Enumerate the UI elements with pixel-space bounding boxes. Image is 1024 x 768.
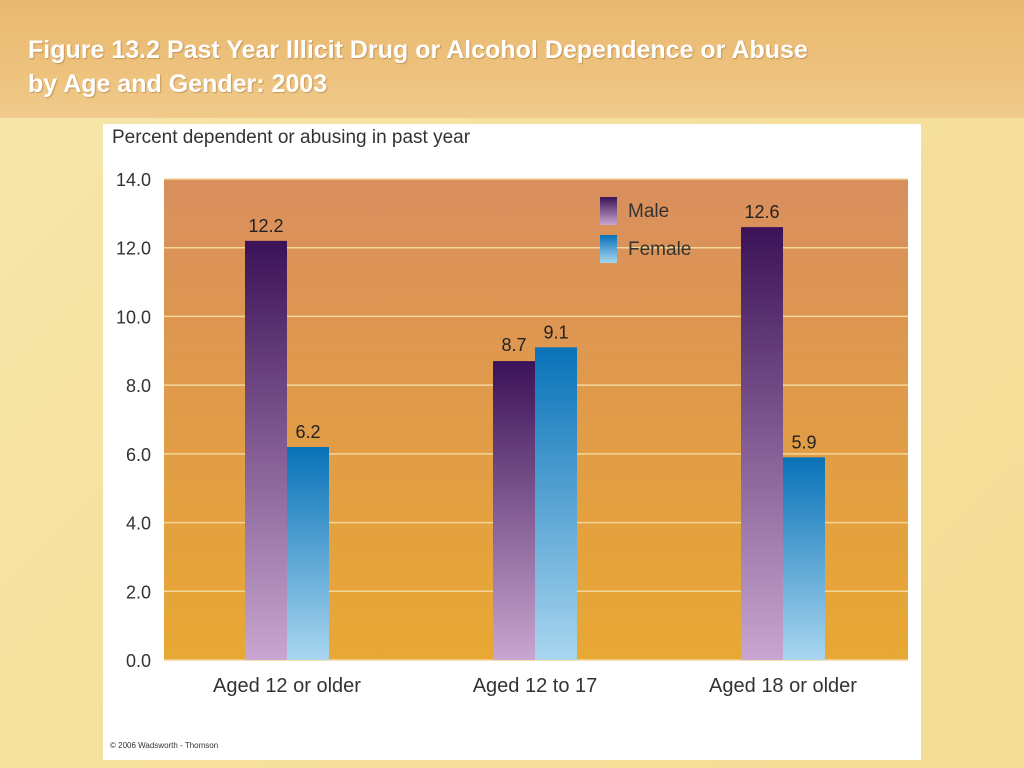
- y-axis-label: Percent dependent or abusing in past yea…: [112, 127, 471, 148]
- figure-panel: Percent dependent or abusing in past yea…: [103, 124, 921, 760]
- y-tick-label: 12.0: [116, 239, 151, 259]
- legend-label-male: Male: [628, 201, 669, 222]
- y-tick-label: 8.0: [126, 376, 151, 396]
- slide-title-line-1: Figure 13.2 Past Year Illicit Drug or Al…: [28, 36, 808, 64]
- slide-header: Figure 13.2 Past Year Illicit Drug or Al…: [0, 0, 1024, 118]
- bar-chart: Percent dependent or abusing in past yea…: [110, 127, 908, 750]
- y-tick-label: 14.0: [116, 170, 151, 190]
- data-label: 12.6: [744, 202, 779, 222]
- data-label: 6.2: [295, 422, 320, 442]
- slide-title-line-2: by Age and Gender: 2003: [28, 70, 328, 98]
- bar-male-3: [741, 227, 783, 660]
- x-tick-label: Aged 12 to 17: [473, 675, 598, 697]
- y-tick-label: 4.0: [126, 514, 151, 534]
- legend-swatch-female: [600, 235, 617, 263]
- bar-female-1: [287, 446, 329, 660]
- y-tick-label: 0.0: [126, 651, 151, 671]
- copyright-footnote: © 2006 Wadsworth - Thomson: [110, 741, 218, 750]
- bar-female-3: [783, 457, 825, 660]
- y-tick-label: 2.0: [126, 582, 151, 602]
- bar-female-2: [535, 347, 577, 660]
- x-tick-label: Aged 12 or older: [213, 675, 361, 697]
- data-label: 9.1: [543, 322, 568, 342]
- y-tick-label: 6.0: [126, 445, 151, 465]
- y-tick-label: 10.0: [116, 307, 151, 327]
- bar-male-1: [245, 240, 287, 660]
- bar-male-2: [493, 361, 535, 660]
- legend-label-female: Female: [628, 239, 691, 260]
- legend-swatch-male: [600, 197, 617, 225]
- data-label: 5.9: [791, 432, 816, 452]
- data-label: 12.2: [248, 216, 283, 236]
- data-label: 8.7: [501, 335, 526, 355]
- slide-title: Figure 13.2 Past Year Illicit Drug or Al…: [28, 33, 988, 101]
- x-tick-label: Aged 18 or older: [709, 675, 857, 697]
